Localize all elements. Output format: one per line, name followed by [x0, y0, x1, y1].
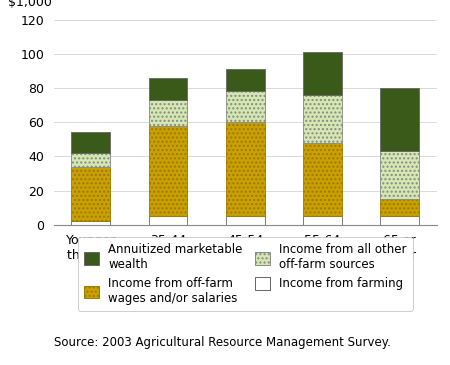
X-axis label: Operator's age (years): Operator's age (years) [166, 267, 324, 281]
Bar [381, 199, 419, 216]
Bar [381, 151, 419, 199]
Bar [303, 95, 342, 143]
Bar [148, 126, 187, 216]
Bar [72, 153, 110, 166]
Bar [226, 122, 265, 216]
Bar [381, 88, 419, 151]
Text: $1,000: $1,000 [8, 0, 52, 9]
Bar [303, 143, 342, 216]
Bar [303, 216, 342, 225]
Legend: Annuitized marketable
wealth, Income from off-farm
wages and/or salaries, Income: Annuitized marketable wealth, Income fro… [78, 237, 413, 311]
Text: Source: 2003 Agricultural Resource Management Survey.: Source: 2003 Agricultural Resource Manag… [54, 337, 391, 349]
Bar [148, 78, 187, 100]
Bar [72, 132, 110, 153]
Bar [381, 216, 419, 225]
Bar [72, 221, 110, 225]
Bar [226, 69, 265, 91]
Bar [148, 216, 187, 225]
Bar [226, 216, 265, 225]
Bar [303, 52, 342, 95]
Bar [148, 100, 187, 126]
Bar [72, 166, 110, 221]
Bar [226, 91, 265, 122]
